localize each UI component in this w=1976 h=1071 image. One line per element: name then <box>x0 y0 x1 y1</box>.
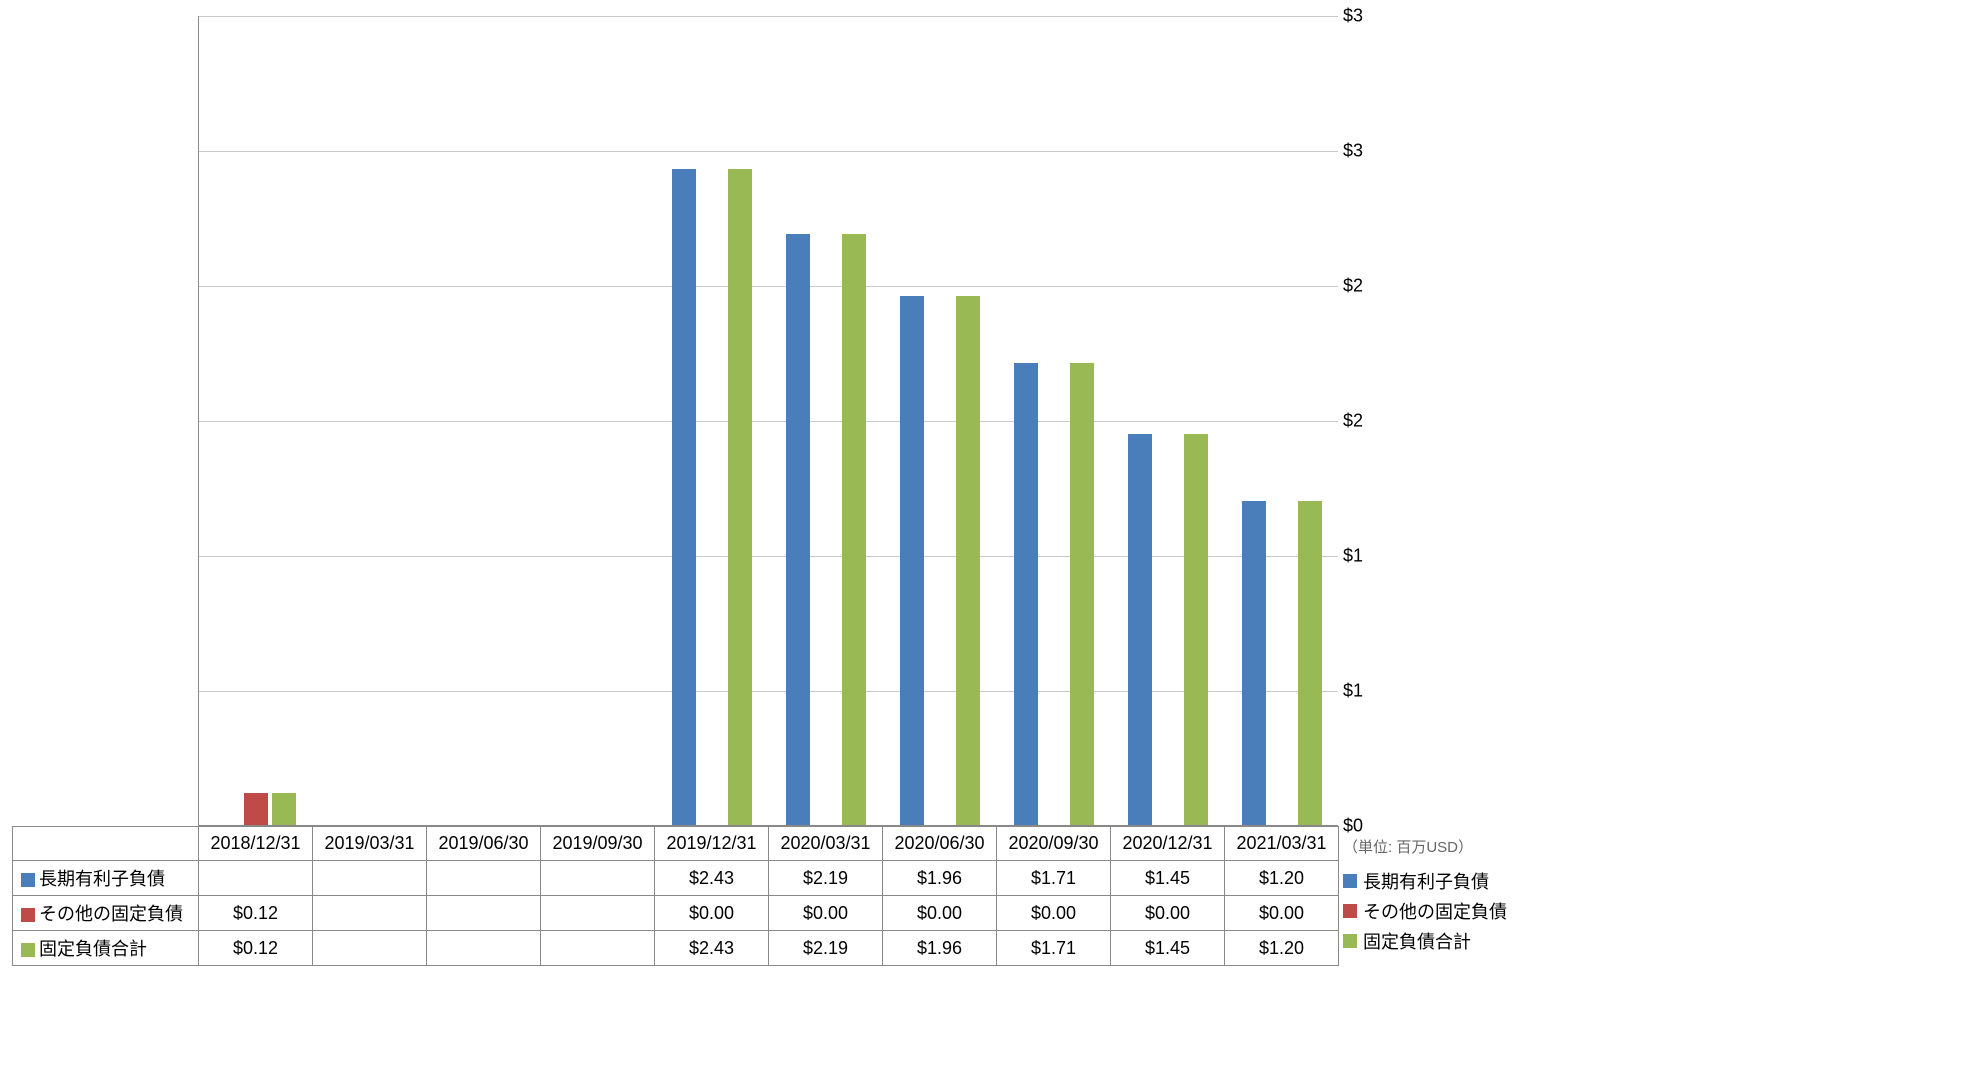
legend-label: 長期有利子負債 <box>1363 868 1489 894</box>
table-header-row: 2018/12/312019/03/312019/06/302019/09/30… <box>13 827 1339 861</box>
bar-s1 <box>786 234 810 825</box>
table-corner-cell <box>13 827 199 861</box>
gridline <box>199 556 1338 557</box>
series-name: その他の固定負債 <box>39 904 183 924</box>
data-cell: $2.43 <box>655 861 769 896</box>
bar-s1 <box>1242 501 1266 825</box>
data-table: 2018/12/312019/03/312019/06/302019/09/30… <box>12 826 1339 966</box>
bar-s3 <box>272 793 296 825</box>
gridline <box>199 151 1338 152</box>
data-cell: $1.45 <box>1111 861 1225 896</box>
liabilities-bar-chart: $0$1$1$2$2$3$3 （単位: 百万USD） 長期有利子負債その他の固定… <box>8 8 1968 1063</box>
data-cell: $1.20 <box>1225 861 1339 896</box>
legend-swatch <box>1343 874 1357 888</box>
bar-s3 <box>1184 434 1208 826</box>
category-header: 2019/12/31 <box>655 827 769 861</box>
category-header: 2019/06/30 <box>427 827 541 861</box>
data-cell: $1.96 <box>883 861 997 896</box>
data-cell: $1.71 <box>997 861 1111 896</box>
legend-label: その他の固定負債 <box>1363 898 1507 924</box>
series-swatch <box>21 908 35 922</box>
legend: 長期有利子負債その他の固定負債固定負債合計 <box>1343 868 1507 958</box>
category-header: 2018/12/31 <box>199 827 313 861</box>
series-swatch <box>21 873 35 887</box>
legend-swatch <box>1343 904 1357 918</box>
data-cell: $0.12 <box>199 896 313 931</box>
data-cell: $0.00 <box>1225 896 1339 931</box>
data-cell <box>427 861 541 896</box>
gridline <box>199 286 1338 287</box>
bar-s1 <box>672 169 696 825</box>
data-cell: $1.71 <box>997 931 1111 966</box>
data-cell: $0.00 <box>1111 896 1225 931</box>
data-cell: $2.19 <box>769 861 883 896</box>
data-cell: $0.00 <box>883 896 997 931</box>
bar-s3 <box>1298 501 1322 825</box>
legend-item: 長期有利子負債 <box>1343 868 1507 894</box>
gridline <box>199 16 1338 17</box>
series-row-header: その他の固定負債 <box>13 896 199 931</box>
y-tick-label: $1 <box>1343 681 1363 702</box>
y-axis: $0$1$1$2$2$3$3 <box>1343 16 1398 826</box>
data-cell <box>427 896 541 931</box>
data-cell <box>313 931 427 966</box>
data-cell <box>313 896 427 931</box>
data-cell: $1.20 <box>1225 931 1339 966</box>
data-cell <box>313 861 427 896</box>
series-swatch <box>21 943 35 957</box>
data-cell: $1.45 <box>1111 931 1225 966</box>
series-name: 固定負債合計 <box>39 939 147 959</box>
data-cell: $0.00 <box>769 896 883 931</box>
category-header: 2021/03/31 <box>1225 827 1339 861</box>
data-cell <box>541 931 655 966</box>
y-tick-label: $3 <box>1343 6 1363 27</box>
y-tick-label: $2 <box>1343 411 1363 432</box>
bar-s1 <box>900 296 924 825</box>
bar-s3 <box>842 234 866 825</box>
category-header: 2020/03/31 <box>769 827 883 861</box>
bar-s1 <box>1014 363 1038 825</box>
table-row: 長期有利子負債 $2.43$2.19$1.96$1.71$1.45$1.20 <box>13 861 1339 896</box>
data-cell: $0.12 <box>199 931 313 966</box>
category-header: 2019/09/30 <box>541 827 655 861</box>
data-cell <box>541 896 655 931</box>
plot-area <box>198 16 1338 826</box>
category-header: 2020/12/31 <box>1111 827 1225 861</box>
bar-s3 <box>1070 363 1094 825</box>
table-row: 固定負債合計 $0.12 $2.43$2.19$1.96$1.71$1.45$1.2… <box>13 931 1339 966</box>
data-cell: $0.00 <box>655 896 769 931</box>
bar-s2 <box>244 793 268 825</box>
bar-s3 <box>728 169 752 825</box>
data-cell: $0.00 <box>997 896 1111 931</box>
data-cell: $1.96 <box>883 931 997 966</box>
y-tick-label: $3 <box>1343 141 1363 162</box>
bar-s3 <box>956 296 980 825</box>
data-cell <box>541 861 655 896</box>
legend-item: 固定負債合計 <box>1343 928 1507 954</box>
legend-label: 固定負債合計 <box>1363 928 1471 954</box>
category-header: 2019/03/31 <box>313 827 427 861</box>
y-axis-unit-label: （単位: 百万USD） <box>1343 836 1473 857</box>
legend-swatch <box>1343 934 1357 948</box>
y-tick-label: $0 <box>1343 816 1363 837</box>
gridline <box>199 421 1338 422</box>
table-row: その他の固定負債$0.12$0.00$0.00$0.00$0.00$0.00$0… <box>13 896 1339 931</box>
data-cell: $2.43 <box>655 931 769 966</box>
category-header: 2020/06/30 <box>883 827 997 861</box>
data-cell: $2.19 <box>769 931 883 966</box>
series-name: 長期有利子負債 <box>39 869 165 889</box>
data-cell <box>427 931 541 966</box>
gridline <box>199 691 1338 692</box>
bar-s1 <box>1128 434 1152 826</box>
legend-item: その他の固定負債 <box>1343 898 1507 924</box>
series-row-header: 長期有利子負債 <box>13 861 199 896</box>
y-tick-label: $2 <box>1343 276 1363 297</box>
data-cell <box>199 861 313 896</box>
category-header: 2020/09/30 <box>997 827 1111 861</box>
y-tick-label: $1 <box>1343 546 1363 567</box>
series-row-header: 固定負債合計 <box>13 931 199 966</box>
